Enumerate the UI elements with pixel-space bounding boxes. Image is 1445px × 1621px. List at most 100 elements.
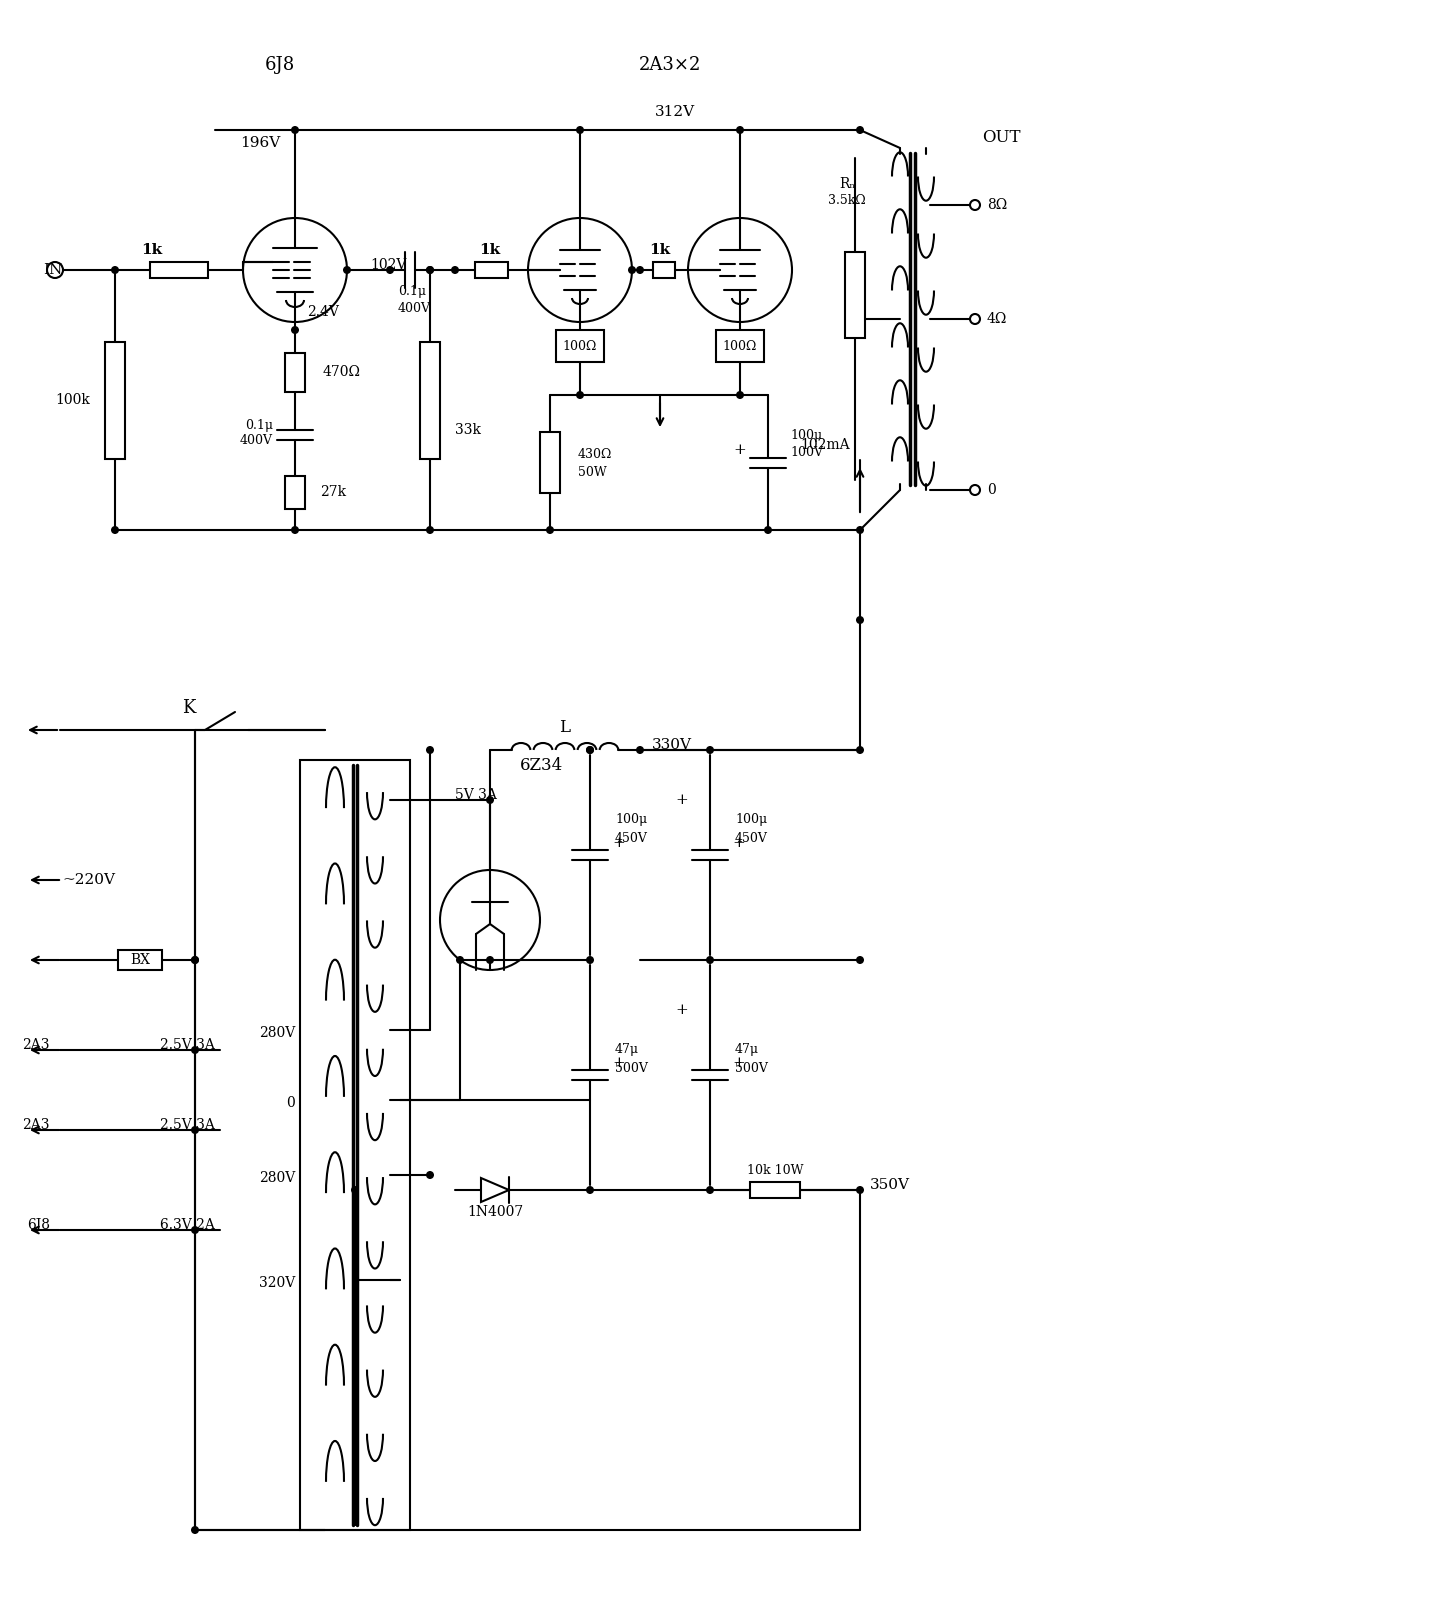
Text: 100μ: 100μ bbox=[790, 428, 822, 441]
Text: 0: 0 bbox=[286, 1096, 295, 1110]
Circle shape bbox=[636, 266, 644, 274]
Text: 320V: 320V bbox=[259, 1276, 295, 1290]
Circle shape bbox=[587, 746, 594, 754]
Text: +: + bbox=[733, 836, 744, 849]
Circle shape bbox=[426, 1170, 434, 1178]
Circle shape bbox=[426, 525, 434, 533]
Text: 33k: 33k bbox=[455, 423, 481, 438]
Text: +: + bbox=[733, 1055, 744, 1070]
Circle shape bbox=[577, 126, 584, 135]
Bar bbox=[556, 331, 604, 361]
Bar bbox=[285, 353, 305, 392]
Text: 100Ω: 100Ω bbox=[722, 339, 757, 352]
Text: 1N4007: 1N4007 bbox=[467, 1204, 523, 1219]
Circle shape bbox=[855, 616, 864, 624]
Bar bbox=[475, 263, 509, 277]
Circle shape bbox=[191, 1525, 199, 1533]
Text: K: K bbox=[182, 699, 195, 716]
Circle shape bbox=[707, 746, 714, 754]
Circle shape bbox=[855, 1187, 864, 1195]
Text: 100μ: 100μ bbox=[616, 814, 647, 827]
Circle shape bbox=[386, 266, 394, 274]
Circle shape bbox=[290, 126, 299, 135]
Text: OUT: OUT bbox=[983, 130, 1020, 146]
Text: 1k: 1k bbox=[480, 243, 500, 258]
Text: 500V: 500V bbox=[616, 1062, 647, 1075]
Text: 2.4V: 2.4V bbox=[306, 305, 340, 319]
Circle shape bbox=[351, 1187, 358, 1195]
Bar bbox=[301, 760, 410, 1530]
Text: +: + bbox=[675, 793, 688, 807]
Bar bbox=[653, 263, 675, 277]
Text: 500V: 500V bbox=[736, 1062, 767, 1075]
Circle shape bbox=[426, 746, 434, 754]
Text: 0.1μ: 0.1μ bbox=[397, 285, 426, 298]
Bar bbox=[118, 950, 162, 969]
Text: 400V: 400V bbox=[397, 302, 431, 314]
Circle shape bbox=[111, 266, 118, 274]
Bar bbox=[420, 342, 439, 459]
Circle shape bbox=[111, 525, 118, 533]
Circle shape bbox=[191, 1225, 199, 1234]
Text: 6J8: 6J8 bbox=[27, 1217, 51, 1232]
Circle shape bbox=[970, 485, 980, 494]
Text: 5V 3A: 5V 3A bbox=[455, 788, 497, 802]
Text: 100Ω: 100Ω bbox=[562, 339, 597, 352]
Circle shape bbox=[290, 326, 299, 334]
Text: +: + bbox=[733, 444, 746, 457]
Circle shape bbox=[855, 525, 864, 533]
Text: 2A3: 2A3 bbox=[23, 1118, 51, 1131]
Text: 2A3: 2A3 bbox=[23, 1037, 51, 1052]
Text: 280V: 280V bbox=[259, 1026, 295, 1041]
Circle shape bbox=[486, 796, 494, 804]
Circle shape bbox=[191, 1046, 199, 1054]
Bar bbox=[540, 433, 561, 493]
Text: IN: IN bbox=[43, 263, 62, 277]
Circle shape bbox=[342, 266, 351, 274]
Text: 196V: 196V bbox=[240, 136, 280, 151]
Circle shape bbox=[970, 314, 980, 324]
Circle shape bbox=[629, 266, 636, 274]
Text: 100μ: 100μ bbox=[736, 814, 767, 827]
Text: 6.3V 2A: 6.3V 2A bbox=[160, 1217, 215, 1232]
Text: Rₙ: Rₙ bbox=[840, 177, 855, 191]
Circle shape bbox=[191, 956, 199, 964]
Circle shape bbox=[855, 746, 864, 754]
Circle shape bbox=[707, 956, 714, 964]
Text: 312V: 312V bbox=[655, 105, 695, 118]
Text: 430Ω: 430Ω bbox=[578, 447, 613, 460]
Text: 102V: 102V bbox=[370, 258, 406, 272]
Circle shape bbox=[587, 746, 594, 754]
Text: BX: BX bbox=[130, 953, 150, 968]
Text: 2.5V 3A: 2.5V 3A bbox=[160, 1037, 215, 1052]
Text: 8Ω: 8Ω bbox=[987, 198, 1007, 212]
Circle shape bbox=[855, 956, 864, 964]
Text: 450V: 450V bbox=[736, 832, 767, 845]
Text: 1k: 1k bbox=[142, 243, 162, 258]
Bar bbox=[717, 331, 764, 361]
Text: 10k 10W: 10k 10W bbox=[747, 1164, 803, 1177]
Text: 350V: 350V bbox=[870, 1178, 910, 1191]
Text: 102mA: 102mA bbox=[801, 438, 850, 452]
Text: 280V: 280V bbox=[259, 1170, 295, 1185]
Circle shape bbox=[636, 746, 644, 754]
Text: 6J8: 6J8 bbox=[264, 57, 295, 75]
Text: 2.5V 3A: 2.5V 3A bbox=[160, 1118, 215, 1131]
Circle shape bbox=[707, 1187, 714, 1195]
Text: 330V: 330V bbox=[652, 738, 692, 752]
Text: 3.5kΩ: 3.5kΩ bbox=[828, 193, 866, 206]
Text: 47μ: 47μ bbox=[616, 1044, 639, 1057]
Text: +: + bbox=[613, 1055, 624, 1070]
Text: 450V: 450V bbox=[616, 832, 647, 845]
Circle shape bbox=[426, 266, 434, 274]
Text: 0: 0 bbox=[987, 483, 996, 498]
Text: 6Z34: 6Z34 bbox=[520, 757, 564, 773]
Bar bbox=[845, 253, 866, 337]
Text: 400V: 400V bbox=[240, 433, 273, 446]
Bar bbox=[150, 263, 208, 277]
Circle shape bbox=[451, 266, 460, 274]
Text: 100k: 100k bbox=[55, 392, 90, 407]
Text: 100V: 100V bbox=[790, 446, 824, 459]
Text: +: + bbox=[675, 1003, 688, 1016]
Text: 1k: 1k bbox=[649, 243, 670, 258]
